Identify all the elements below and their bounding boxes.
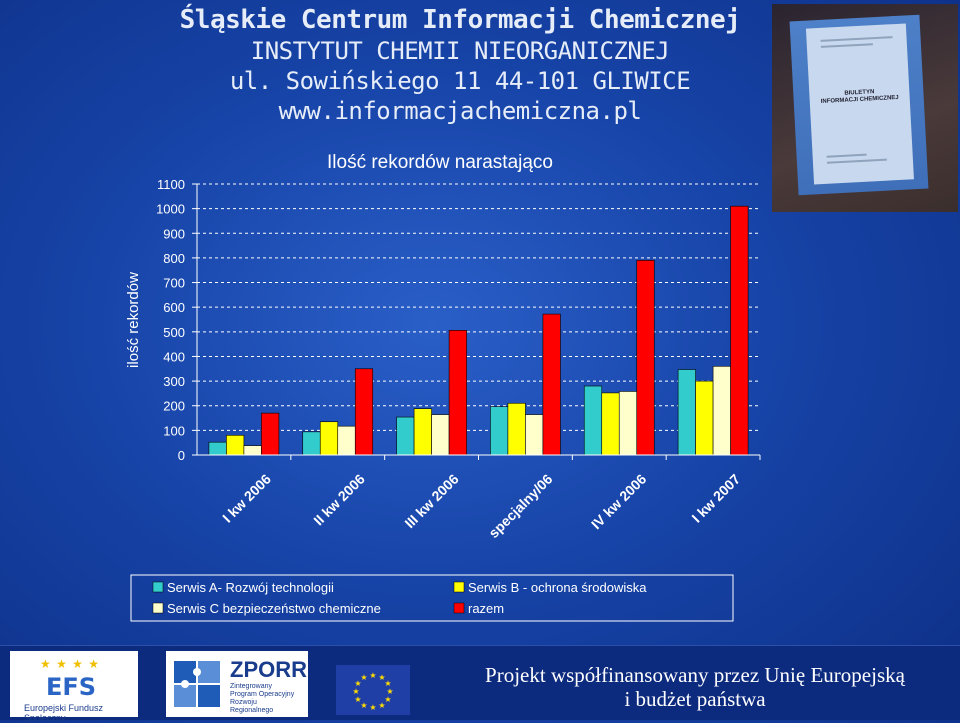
eu-flag-icon: ★ ★ ★ ★ ★ ★ ★ ★ ★ ★ ★ ★	[336, 665, 410, 715]
svg-text:★: ★	[369, 671, 376, 680]
y-axis-ticks: 0 100 200 300 400 500 600 700 800 900 1000 1100	[156, 177, 197, 463]
legend-swatch-b	[453, 581, 465, 593]
bar-3-3	[431, 414, 450, 456]
y-tick-label-1100: 1100	[157, 177, 185, 192]
bar-2-5	[601, 392, 620, 456]
zporr-subtitle: Zintegrowany Program Operacyjny Rozwoju …	[230, 683, 295, 714]
legend-label-a: Serwis A- Rozwój technologii	[167, 580, 334, 595]
header-website: www.informacjachemiczna.pl	[278, 97, 642, 125]
chart-title: Ilość rekordów narastająco	[327, 152, 553, 173]
y-axis-label: ilość rekordów	[125, 272, 142, 368]
chart-bars	[208, 205, 749, 456]
bar-4-3	[448, 330, 467, 456]
bar-4-5	[636, 260, 655, 456]
header: Śląskie Centrum Informacji Chemicznej IN…	[150, 4, 770, 126]
records-bar-chart: Ilość rekordów narastająco ilość rekordó…	[125, 152, 761, 622]
header-institute: INSTYTUT CHEMII NIEORGANICZNEJ	[250, 37, 670, 65]
bar-2-3	[413, 408, 432, 456]
y-tick-label-300: 300	[163, 374, 185, 389]
legend-label-b: Serwis B - ochrona środowiska	[468, 580, 647, 595]
bar-3-1	[243, 445, 262, 456]
svg-text:★: ★	[354, 679, 361, 688]
efs-label: Europejski Fundusz Społeczny	[24, 703, 104, 723]
legend-label-c: Serwis C bezpieczeństwo chemiczne	[167, 601, 381, 616]
svg-text:★: ★	[354, 695, 361, 704]
efs-mark: EFS	[46, 673, 97, 701]
legend-swatch-razem	[453, 602, 465, 614]
svg-text:★: ★	[378, 673, 385, 682]
y-tick-label-0: 0	[178, 448, 185, 463]
bar-1-2	[302, 431, 321, 456]
y-tick-label-600: 600	[163, 300, 185, 315]
cofinancing-line-1: Projekt współfinansowany przez Unię Euro…	[485, 663, 905, 687]
bar-4-4	[542, 313, 561, 456]
chart-grid	[197, 183, 760, 431]
bulletin-photo: BIULETYN INFORMACJI CHEMICZNEJ	[772, 4, 958, 212]
bar-4-2	[354, 368, 374, 456]
x-axis-ticks: I kw 2006 II kw 2006 III kw 2006 specjalny/…	[219, 455, 761, 541]
bar-1-6	[677, 369, 696, 456]
y-tick-label-1000: 1000	[156, 202, 185, 217]
svg-text:★: ★	[352, 687, 359, 696]
header-institution-name: Śląskie Centrum Informacji Chemicznej	[179, 5, 741, 35]
x-tick-label-4: specjalny/06	[485, 471, 555, 541]
svg-text:★: ★	[384, 679, 391, 688]
y-tick-label-700: 700	[163, 276, 185, 291]
y-tick-label-900: 900	[163, 226, 185, 241]
bar-4-6	[730, 205, 749, 456]
bar-3-4	[525, 414, 544, 456]
svg-text:★: ★	[384, 695, 391, 704]
svg-text:★: ★	[378, 701, 385, 710]
cofinancing-line-2: i budżet państwa	[624, 687, 766, 711]
bar-3-6	[712, 366, 731, 456]
x-tick-label-5: IV kw 2006	[588, 471, 650, 533]
legend: Serwis A- Rozwój technologii Serwis B - …	[130, 574, 734, 622]
footer-banner: ★ ★ ★ ★ EFS Europejski Fundusz Społeczny…	[0, 645, 960, 723]
bar-2-6	[695, 380, 714, 456]
x-tick-label-2: II kw 2006	[310, 471, 368, 529]
y-tick-label-200: 200	[163, 399, 185, 414]
chart-axes	[196, 184, 760, 456]
legend-label-razem: razem	[468, 601, 504, 616]
efs-stars-icon: ★ ★ ★ ★	[40, 657, 101, 671]
legend-box	[130, 574, 734, 622]
svg-text:★: ★	[360, 673, 367, 682]
x-tick-label-6: I kw 2007	[688, 471, 743, 526]
bar-1-1	[208, 441, 227, 456]
x-tick-label-1: I kw 2006	[219, 471, 274, 526]
svg-text:★: ★	[369, 703, 376, 712]
bar-3-2	[337, 425, 356, 456]
bar-2-1	[226, 434, 245, 456]
bar-3-5	[618, 391, 638, 456]
header-address: ul. Sowińskiego 11 44-101 GLIWICE	[229, 67, 691, 95]
svg-text:★: ★	[386, 687, 393, 696]
y-tick-label-400: 400	[163, 349, 185, 364]
puzzle-icon	[174, 661, 220, 707]
cofinancing-note: Projekt współfinansowany przez Unię Euro…	[440, 663, 950, 711]
legend-swatch-a	[152, 581, 164, 593]
bar-1-4	[490, 406, 509, 456]
bar-1-3	[396, 416, 415, 456]
bar-4-1	[261, 412, 280, 456]
bar-2-2	[319, 421, 339, 456]
x-tick-label-3: III kw 2006	[401, 471, 461, 531]
bar-1-5	[583, 385, 603, 456]
svg-text:★: ★	[360, 701, 367, 710]
y-tick-label-500: 500	[163, 325, 185, 340]
zporr-title: ZPORR	[230, 657, 307, 682]
bar-2-4	[507, 402, 526, 456]
efs-logo: ★ ★ ★ ★ EFS Europejski Fundusz Społeczny	[10, 651, 138, 723]
legend-swatch-c	[152, 602, 164, 614]
y-tick-label-800: 800	[163, 251, 185, 266]
zporr-logo: ZPORR Zintegrowany Program Operacyjny Ro…	[166, 651, 308, 717]
y-tick-label-100: 100	[163, 423, 185, 438]
